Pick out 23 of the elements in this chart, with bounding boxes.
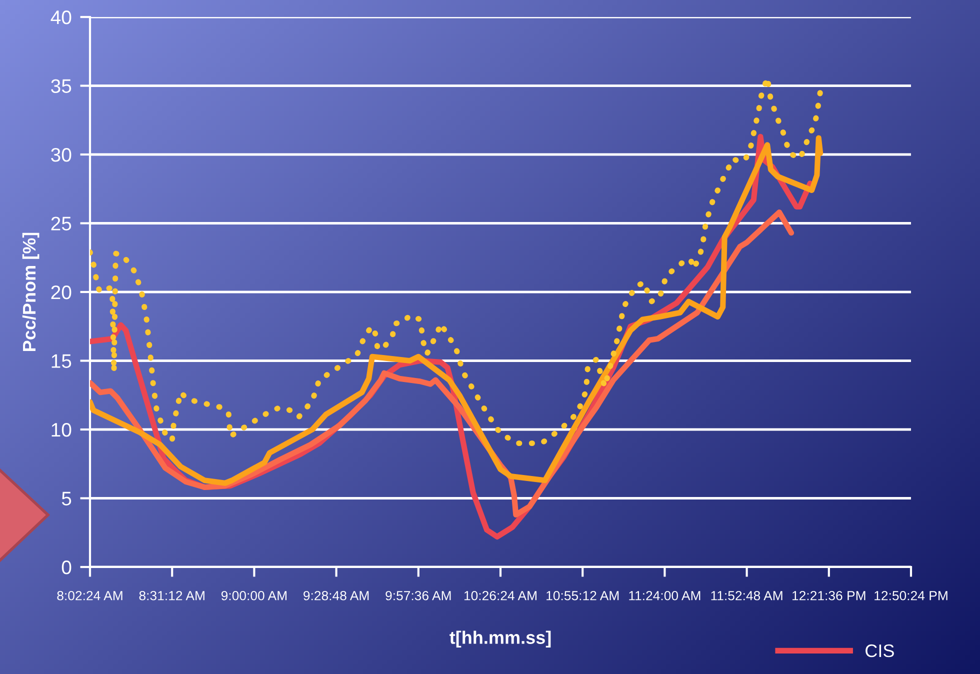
y-tick-label: 5 xyxy=(62,492,72,506)
y-tick-label: 25 xyxy=(51,216,72,230)
y-tick-label: 10 xyxy=(52,422,72,437)
x-tick-label: 9:00:00 AM xyxy=(221,590,286,600)
x-axis-title: t[hh.mm.ss] xyxy=(450,630,551,648)
x-tick-label: 11:24:00 AM xyxy=(629,590,700,600)
y-tick-label: 0 xyxy=(62,560,72,574)
x-tick-label: 12:50:24 PM xyxy=(874,590,948,600)
x-tick-label: 8:31:12 AM xyxy=(139,590,204,600)
y-tick-label: 30 xyxy=(51,148,72,162)
x-tick-label: 8:02:24 AM xyxy=(57,590,122,600)
x-tick-label: 10:55:12 AM xyxy=(546,590,619,600)
y-axis-title: Pcc/Pnom [%] xyxy=(22,232,40,351)
x-tick-label: 11:52:48 AM xyxy=(711,590,782,600)
y-tick-label: 40 xyxy=(50,10,72,24)
y-tick-label: 20 xyxy=(51,285,72,300)
x-tick-label: 10:26:24 AM xyxy=(464,590,536,600)
x-tick-label: 9:28:48 AM xyxy=(304,590,369,600)
y-tick-label: 35 xyxy=(51,79,72,93)
y-tick-label: 15 xyxy=(52,354,72,368)
legend-label: CIS xyxy=(866,644,894,658)
x-tick-label: 12:21:36 PM xyxy=(792,590,866,600)
x-tick-label: 9:57:36 AM xyxy=(386,590,451,600)
